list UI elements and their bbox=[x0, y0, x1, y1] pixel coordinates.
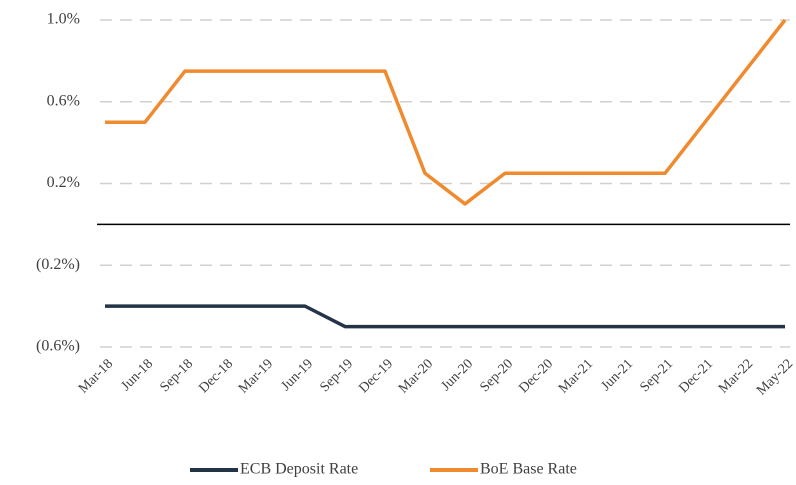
x-tick-label: Dec-21 bbox=[676, 356, 716, 396]
legend-label: ECB Deposit Rate bbox=[240, 461, 358, 478]
x-tick-label: Mar-21 bbox=[556, 356, 596, 396]
x-tick-label: May-22 bbox=[754, 356, 796, 398]
x-tick-label: Mar-22 bbox=[716, 356, 756, 396]
x-tick-label: Mar-20 bbox=[396, 356, 436, 396]
x-tick-label: Dec-18 bbox=[196, 356, 236, 396]
x-tick-label: Mar-18 bbox=[76, 356, 116, 396]
x-tick-label: Sep-21 bbox=[637, 356, 676, 395]
y-tick-label: 0.6% bbox=[47, 92, 80, 109]
y-tick-label: (0.6%) bbox=[36, 338, 80, 355]
line-series bbox=[105, 18, 787, 206]
y-tick-label: 1.0% bbox=[47, 11, 80, 28]
x-tick-label: Jun-21 bbox=[599, 356, 637, 394]
x-tick-label: Jun-20 bbox=[439, 356, 477, 394]
x-tick-label: Dec-20 bbox=[516, 356, 556, 396]
line-series bbox=[105, 304, 785, 329]
legend-label: BoE Base Rate bbox=[480, 461, 577, 478]
x-tick-label: Sep-20 bbox=[477, 356, 516, 395]
x-tick-label: Mar-19 bbox=[236, 356, 276, 396]
x-tick-label: Jun-18 bbox=[119, 356, 157, 394]
x-tick-label: Dec-19 bbox=[356, 356, 396, 396]
x-tick-label: Sep-19 bbox=[317, 356, 356, 395]
y-tick-label: 0.2% bbox=[47, 174, 80, 191]
x-tick-label: Sep-18 bbox=[157, 356, 196, 395]
x-tick-label: Jun-19 bbox=[279, 356, 317, 394]
y-tick-label: (0.2%) bbox=[36, 256, 80, 273]
